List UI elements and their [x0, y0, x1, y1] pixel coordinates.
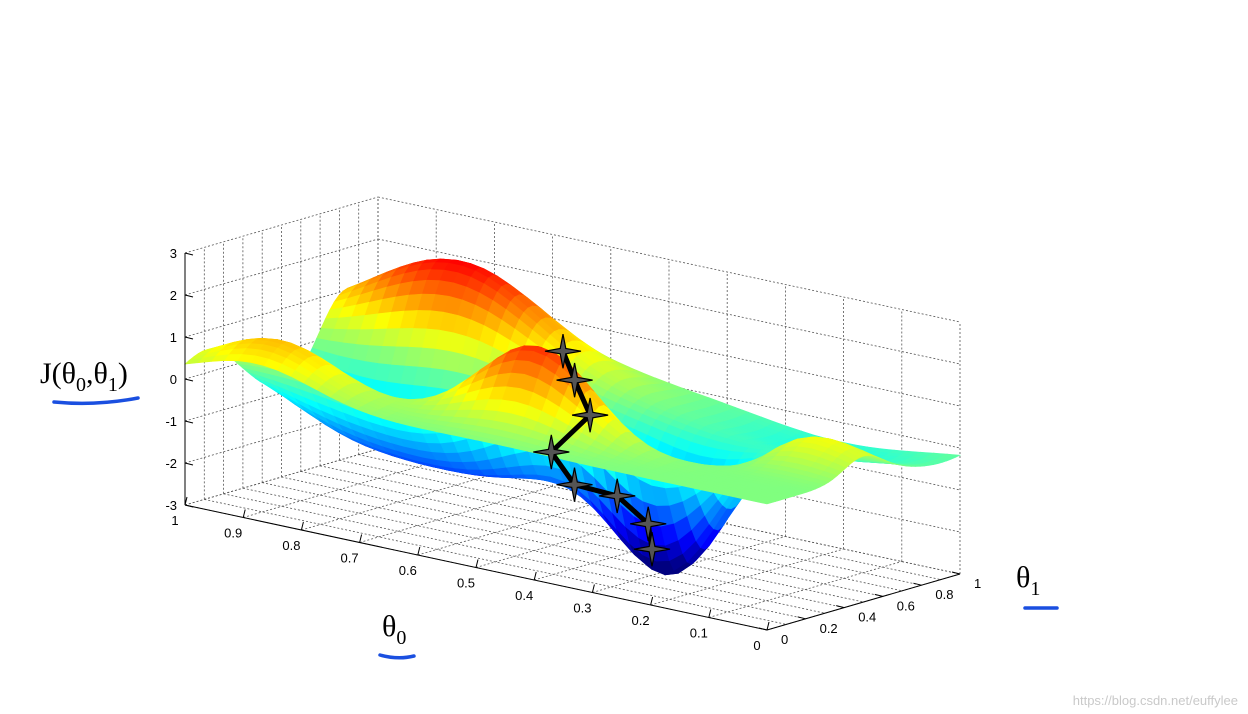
gridline — [417, 498, 611, 556]
theta0-tick-label: 0.6 — [399, 563, 417, 578]
z-tick-label: -2 — [165, 456, 177, 471]
theta1-tick-label: 0.2 — [820, 621, 838, 636]
theta1-tick — [913, 582, 922, 586]
theta0-tick-label: 0.2 — [632, 613, 650, 628]
descent-step-marker — [633, 531, 671, 567]
theta1-tick-label: 0.4 — [858, 610, 876, 625]
z-tick — [184, 378, 194, 382]
theta1-tick — [874, 593, 883, 597]
theta1-tick-label: 0.8 — [935, 587, 953, 602]
theta0-tick-label: 0.9 — [224, 526, 242, 541]
theta0-tick — [417, 546, 421, 556]
z-tick-label: 2 — [170, 288, 177, 303]
theta0-tick — [708, 609, 712, 618]
descent-step-marker — [556, 362, 593, 398]
descent-step-marker — [544, 333, 582, 369]
theta1-tick-label: 0 — [781, 632, 788, 647]
theta0-tick-label: 1 — [171, 513, 178, 528]
z-tick — [184, 252, 194, 256]
theta1-tick — [951, 571, 961, 575]
gridline — [301, 473, 495, 531]
theta1-tick — [797, 616, 806, 620]
theta0-tick-label: 0.8 — [282, 538, 300, 553]
descent-step-marker — [599, 478, 636, 514]
theta0-tick — [359, 534, 363, 543]
surface-mesh — [184, 258, 962, 576]
theta1-axis-line — [766, 573, 961, 631]
theta1-tick-label: 1 — [974, 576, 981, 591]
x-axis-label: θ0 — [382, 610, 406, 649]
z-tick-label: -3 — [165, 498, 177, 513]
gridline — [650, 548, 844, 606]
y-axis-label: θ1 — [1016, 561, 1040, 600]
descent-step-marker — [556, 467, 593, 502]
axes-frame — [184, 252, 961, 631]
z-axis-label: J(θ0,θ1) — [40, 357, 128, 396]
theta0-tick-label: 0 — [753, 638, 760, 653]
theta0-tick — [300, 521, 304, 531]
theta1-tick-label: 0.6 — [897, 598, 915, 613]
theta0-tick — [766, 621, 770, 631]
z-tick — [184, 294, 194, 298]
theta1-tick — [836, 605, 845, 609]
z-tick — [184, 336, 194, 340]
theta0-tick-label: 0.1 — [690, 626, 708, 641]
descent-step-marker — [630, 506, 667, 542]
theta0-tick — [533, 571, 537, 581]
theta0-tick-label: 0.4 — [515, 588, 533, 603]
z-tick — [184, 420, 194, 424]
z-tick-label: -1 — [165, 414, 177, 429]
theta0-tick — [591, 584, 595, 593]
z-tick — [184, 504, 194, 508]
z-label-underline — [52, 396, 140, 406]
descent-step-marker — [571, 397, 609, 433]
theta0-tick-label: 0.5 — [457, 576, 475, 591]
z-tick-label: 1 — [170, 330, 177, 345]
theta0-tick-label: 0.7 — [341, 551, 359, 566]
theta0-tick — [184, 496, 188, 506]
gridline — [377, 196, 961, 323]
gridline — [534, 523, 728, 581]
descent-step-marker — [533, 434, 570, 470]
gridline — [359, 486, 553, 543]
z-tick-label: 3 — [170, 246, 177, 261]
theta0-tick — [242, 509, 246, 518]
theta0-tick-label: 0.3 — [573, 601, 591, 616]
descent-path — [533, 333, 671, 567]
theta1-tick — [758, 627, 768, 631]
surface-patch — [753, 499, 772, 505]
gridline — [475, 511, 670, 568]
gridline — [184, 196, 379, 254]
theta0-tick — [650, 596, 654, 606]
theta0-tick — [475, 559, 479, 568]
x-label-underline — [378, 653, 416, 660]
gridline — [243, 461, 437, 518]
gridline — [184, 448, 379, 506]
watermark: https://blog.csdn.net/euffylee — [1072, 693, 1238, 708]
z-tick-label: 0 — [170, 372, 177, 387]
gridline — [708, 561, 902, 618]
z-tick — [184, 462, 194, 466]
